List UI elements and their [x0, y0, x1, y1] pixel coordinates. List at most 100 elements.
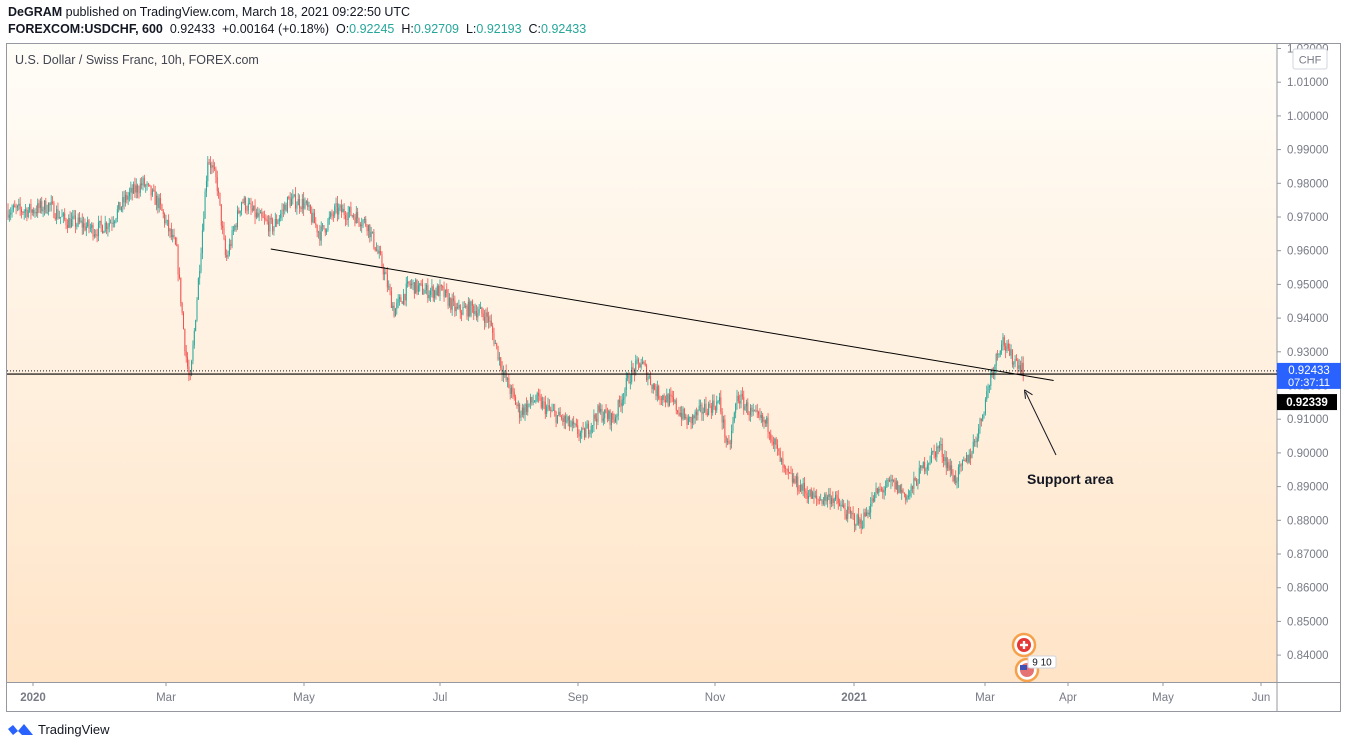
- chart-title: U.S. Dollar / Swiss Franc, 10h, FOREX.co…: [15, 53, 259, 67]
- candle-body: [670, 394, 672, 396]
- candle-body: [493, 333, 495, 344]
- candle-body: [261, 212, 263, 217]
- candle-body: [795, 476, 797, 484]
- candle-body: [762, 415, 764, 422]
- candle-body: [126, 194, 128, 200]
- time-axis[interactable]: 2020 Mar May Jul Sep Nov 2021 Mar Apr May Jun: [20, 682, 1270, 704]
- candle-body: [660, 398, 662, 400]
- candle-body: [870, 504, 872, 513]
- low-value: 0.92193: [476, 22, 522, 36]
- candle-body: [305, 201, 307, 203]
- candle-body: [914, 478, 916, 481]
- candle-body: [351, 215, 353, 217]
- candle-body: [647, 377, 649, 381]
- candle-body: [744, 406, 746, 410]
- candle-body: [789, 472, 791, 474]
- candle-body: [308, 205, 310, 207]
- candle-body: [97, 222, 99, 237]
- candle-body: [270, 217, 272, 220]
- candle-body: [278, 218, 280, 222]
- candle-body: [916, 480, 918, 486]
- currency-box[interactable]: [1292, 48, 1328, 70]
- candle-body: [83, 223, 85, 228]
- candle-body: [945, 457, 947, 469]
- candle-body: [979, 418, 981, 429]
- candle-body: [369, 224, 371, 238]
- candle-body: [338, 207, 340, 215]
- candle-body: [327, 219, 329, 230]
- candle-body: [894, 479, 896, 490]
- candle-body: [246, 210, 248, 211]
- candle-body: [330, 212, 332, 217]
- candle-body: [831, 498, 832, 504]
- candle-body: [546, 406, 548, 414]
- candle-body: [396, 302, 398, 309]
- tradingview-brand[interactable]: TradingView: [8, 722, 110, 737]
- candle-body: [698, 405, 700, 410]
- price-axis[interactable]: 1.020001.010001.000000.990000.980000.970…: [1277, 44, 1329, 663]
- candle-body: [193, 330, 195, 346]
- candle-body: [685, 417, 687, 419]
- candle-body: [100, 220, 102, 226]
- candle-body: [285, 204, 287, 212]
- candle-body: [650, 376, 652, 385]
- candle-body: [669, 394, 670, 406]
- candle-body: [120, 206, 122, 211]
- candle-body: [844, 508, 846, 515]
- candle-body: [420, 283, 422, 285]
- candle-body: [436, 285, 438, 296]
- candle-body: [853, 514, 855, 526]
- candle-body: [949, 465, 951, 471]
- candle-body: [488, 316, 490, 322]
- time-tick-label: May: [293, 692, 315, 704]
- candle-body: [490, 320, 492, 326]
- candle-body: [656, 386, 658, 397]
- candle-body: [458, 305, 460, 309]
- candle-body: [708, 403, 710, 416]
- candle-body: [409, 284, 411, 285]
- candle-body: [45, 200, 47, 213]
- candle-body: [1003, 337, 1005, 347]
- candle-body: [432, 286, 434, 298]
- candle-body: [14, 205, 16, 208]
- candle-body: [154, 190, 156, 205]
- candle-body: [178, 274, 180, 278]
- candle-body: [27, 210, 29, 217]
- candle-body: [127, 196, 129, 200]
- price-chart[interactable]: 1.020001.010001.000000.990000.980000.970…: [6, 43, 1342, 713]
- candle-body: [555, 411, 557, 423]
- candle-body: [955, 475, 957, 483]
- level-price-label: 0.92339: [1286, 397, 1328, 409]
- candle-body: [713, 400, 715, 408]
- candle-body: [974, 441, 976, 443]
- candle-body: [158, 198, 160, 209]
- candle-body: [293, 194, 295, 197]
- candle-body: [648, 376, 650, 378]
- candle-body: [439, 284, 441, 297]
- candle-body: [755, 410, 757, 412]
- candle-body: [335, 203, 337, 207]
- candle-body: [902, 489, 904, 493]
- candle-body: [986, 391, 988, 400]
- candle-body: [357, 212, 359, 219]
- candle-body: [666, 394, 668, 403]
- countdown-label: 07:37:11: [1288, 377, 1330, 389]
- candle-body: [813, 492, 815, 497]
- candle-body: [768, 431, 770, 434]
- candle-body: [301, 198, 303, 210]
- candle-body: [860, 519, 862, 528]
- candle-body: [282, 209, 284, 211]
- candle-body: [944, 457, 946, 462]
- candle-body: [775, 438, 777, 445]
- candle-body: [46, 212, 48, 213]
- candle-body: [141, 183, 143, 186]
- candle-body: [475, 310, 477, 318]
- candle-body: [61, 215, 63, 217]
- candle-body: [204, 191, 206, 219]
- candle-body: [659, 398, 661, 400]
- candle-body: [170, 228, 172, 237]
- candle-body: [586, 423, 588, 429]
- candle-body: [484, 317, 486, 324]
- candle-body: [215, 168, 217, 177]
- high-label: H:: [401, 22, 414, 36]
